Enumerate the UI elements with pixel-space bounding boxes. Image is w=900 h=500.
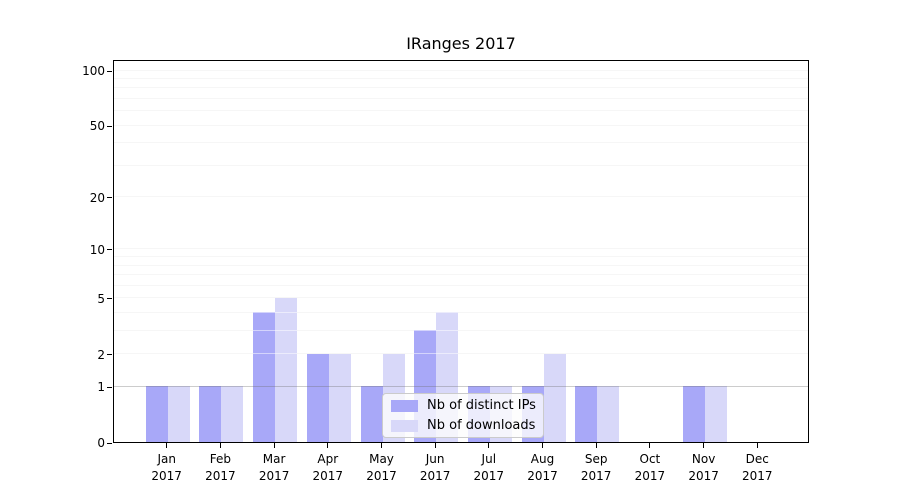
gridline: [114, 87, 808, 89]
gridline-y1: [114, 385, 808, 387]
legend-label: Nb of distinct IPs: [427, 398, 536, 413]
y-tick-label: 5: [97, 291, 105, 306]
bar-distinct-ips: [360, 386, 383, 442]
x-tick-label: Jul 2017: [473, 452, 505, 483]
x-tick-mark: [542, 443, 543, 448]
x-tick-label: Aug 2017: [527, 452, 558, 483]
bar-downloads: [543, 353, 566, 442]
y-tick-mark: [107, 354, 112, 355]
x-tick-label: Feb 2017: [205, 452, 236, 483]
legend-item: Nb of downloads: [391, 418, 535, 433]
y-tick-mark: [107, 249, 112, 251]
bar-downloads: [328, 353, 351, 442]
bar-distinct-ips: [306, 353, 329, 442]
bar-downloads: [167, 386, 190, 442]
x-tick-label: Apr 2017: [312, 452, 344, 483]
y-tick-label: 20: [89, 190, 105, 205]
y-tick-mark: [107, 125, 112, 127]
gridline: [114, 142, 808, 144]
legend-swatch: [391, 419, 418, 432]
y-tick-label: 10: [89, 242, 105, 257]
gridline: [114, 311, 808, 313]
y-tick-label: 50: [89, 119, 105, 134]
x-tick-label: Sep 2017: [580, 452, 612, 483]
x-tick-mark: [649, 443, 651, 448]
gridline: [114, 256, 808, 257]
bar-downloads: [597, 386, 620, 442]
gridline: [114, 164, 808, 166]
bar-distinct-ips: [575, 386, 598, 442]
y-tick-label: 0: [97, 436, 105, 450]
chart-title: IRanges 2017: [406, 34, 516, 53]
gridline: [114, 353, 808, 354]
legend-item: Nb of distinct IPs: [391, 398, 536, 413]
x-tick-mark: [273, 443, 275, 448]
plot-area: [113, 60, 809, 443]
gridline: [114, 69, 808, 71]
x-tick-mark: [327, 443, 329, 448]
x-tick-mark: [434, 443, 436, 448]
x-tick-label: Jan 2017: [151, 452, 182, 483]
legend: Nb of distinct IPs Nb of downloads: [382, 393, 544, 438]
gridline: [114, 196, 808, 198]
x-tick-mark: [595, 443, 597, 448]
gridline: [114, 110, 808, 112]
gridline: [114, 248, 808, 250]
gridline: [114, 98, 808, 100]
x-tick-label: Nov 2017: [688, 452, 719, 483]
bar-downloads: [221, 386, 244, 442]
y-tick-label: 2: [97, 347, 105, 362]
y-tick-mark: [107, 70, 112, 72]
x-tick-mark: [756, 443, 758, 448]
bar-distinct-ips: [682, 386, 705, 442]
bar-downloads: [704, 386, 727, 442]
y-tick-mark: [107, 442, 112, 444]
x-tick-mark: [166, 443, 168, 448]
legend-swatch: [391, 399, 418, 412]
bar-distinct-ips: [199, 386, 222, 442]
gridline: [114, 274, 808, 275]
y-tick-label: 100: [82, 64, 105, 79]
y-tick-mark: [107, 197, 112, 199]
bar-distinct-ips: [253, 312, 276, 442]
gridline: [114, 78, 808, 80]
gridline: [114, 264, 808, 266]
y-tick-mark: [107, 386, 112, 388]
x-tick-mark: [703, 443, 705, 448]
y-tick-mark: [107, 298, 112, 300]
legend-label: Nb of downloads: [427, 418, 536, 433]
x-tick-label: Oct 2017: [634, 452, 666, 483]
bar-distinct-ips: [145, 386, 168, 442]
gridline: [114, 329, 808, 331]
gridline: [114, 124, 808, 126]
x-tick-mark: [381, 443, 382, 448]
x-tick-label: Dec 2017: [742, 452, 773, 483]
x-tick-mark: [488, 443, 490, 448]
x-tick-label: May 2017: [366, 452, 397, 483]
gridline: [114, 284, 808, 286]
x-tick-mark: [219, 443, 221, 448]
y-tick-label: 1: [97, 380, 105, 395]
gridline: [114, 297, 808, 299]
x-tick-label: Mar 2017: [258, 452, 290, 483]
x-tick-label: Jun 2017: [419, 452, 451, 483]
bar-downloads: [275, 297, 298, 442]
